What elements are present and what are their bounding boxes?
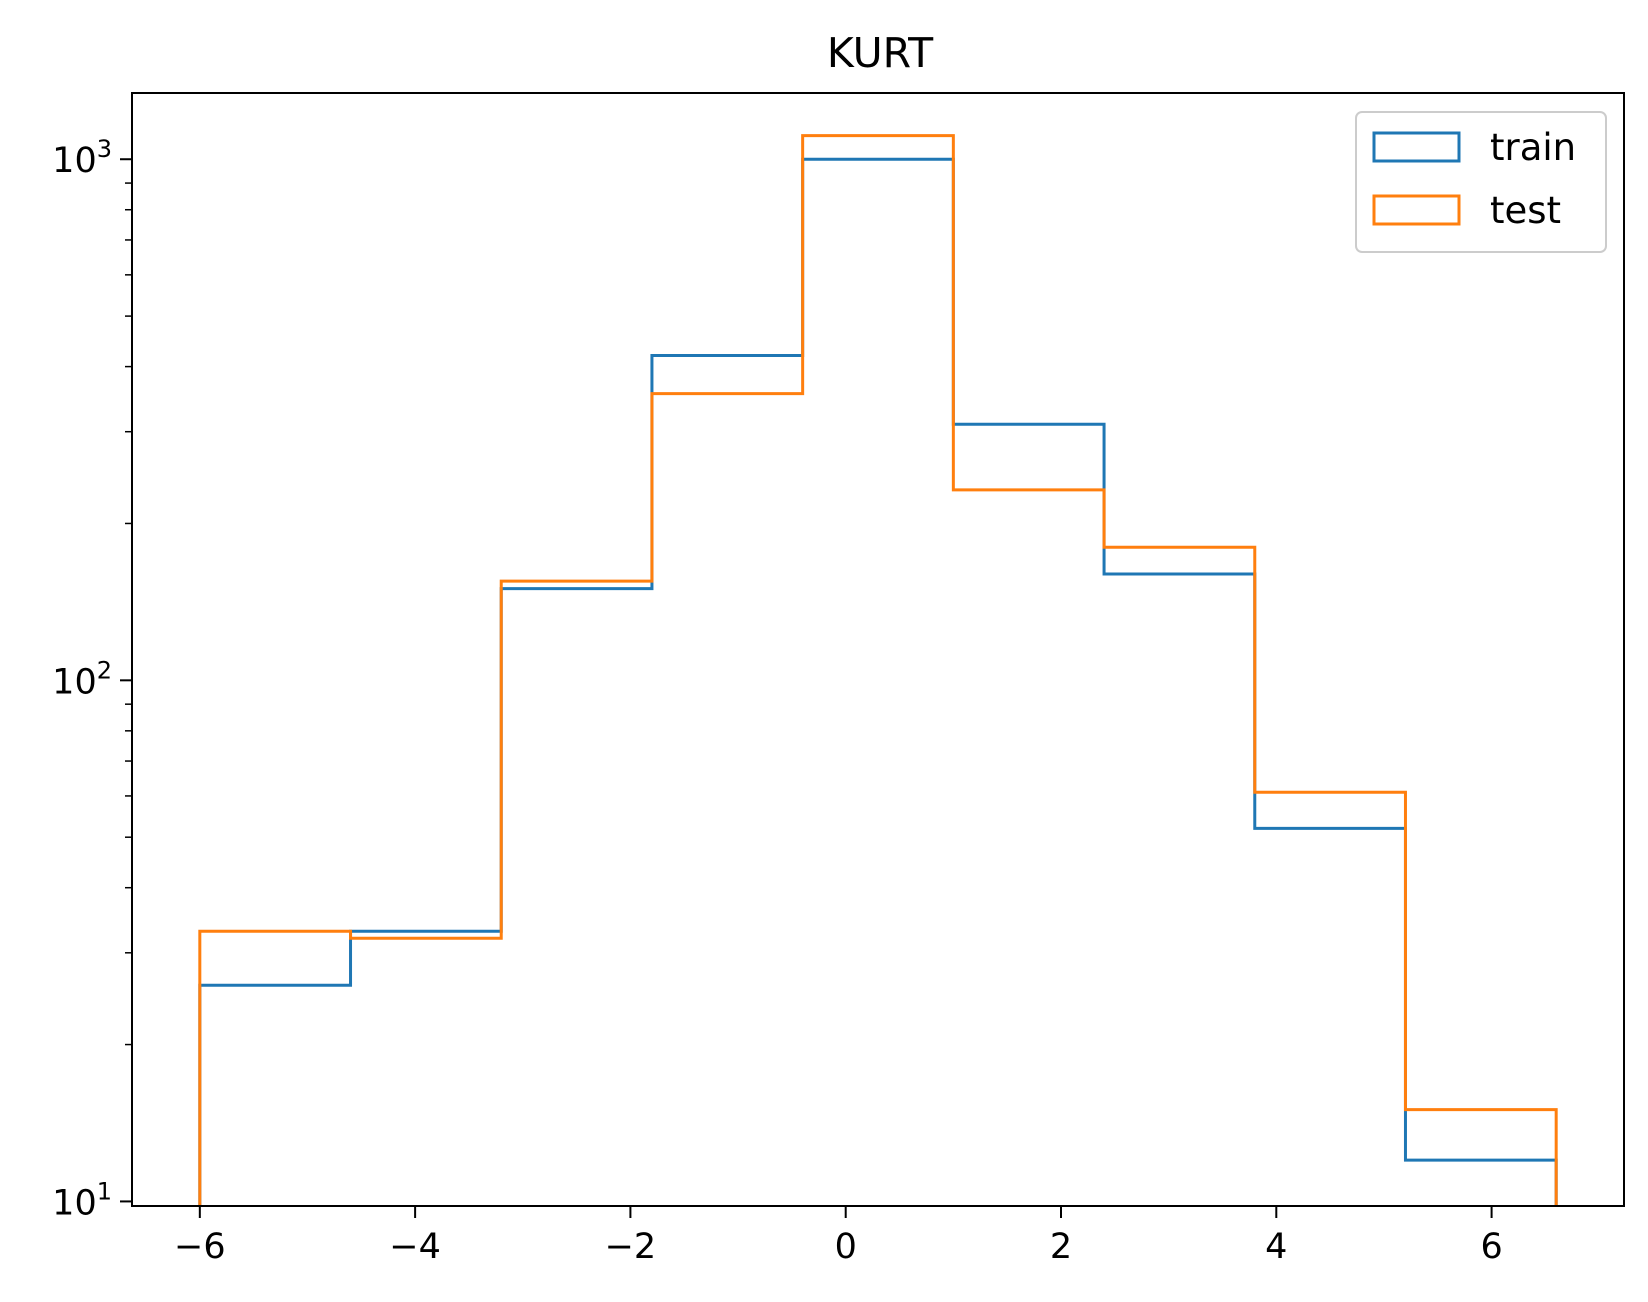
chart-title: KURT (827, 29, 934, 77)
y-tick-label: 103 (52, 135, 112, 181)
legend: train test (1355, 111, 1607, 253)
axes-layer: −6 −4 −2 0 2 4 6 101 102 103 (52, 92, 1625, 1267)
x-tick-label: 2 (1050, 1227, 1072, 1267)
x-tick-label: −6 (174, 1227, 226, 1267)
x-tick-label: −4 (389, 1227, 441, 1267)
series-test-step (198, 134, 1558, 1206)
x-tick-label: 6 (1480, 1227, 1502, 1267)
legend-frame (1355, 111, 1607, 253)
series-train-step (198, 157, 1558, 1206)
legend-swatch-train (1372, 131, 1461, 163)
legend-label-test: test (1490, 189, 1561, 232)
series-layer (198, 134, 1558, 1206)
legend-swatch-test (1372, 194, 1461, 226)
x-tick-label: 4 (1265, 1227, 1287, 1267)
x-tick-label: −2 (605, 1227, 657, 1267)
y-tick-label: 102 (52, 656, 112, 702)
legend-label-train: train (1490, 126, 1576, 169)
x-tick-label: 0 (835, 1227, 857, 1267)
y-tick-label: 101 (52, 1177, 112, 1223)
plot-frame (131, 92, 1625, 1207)
